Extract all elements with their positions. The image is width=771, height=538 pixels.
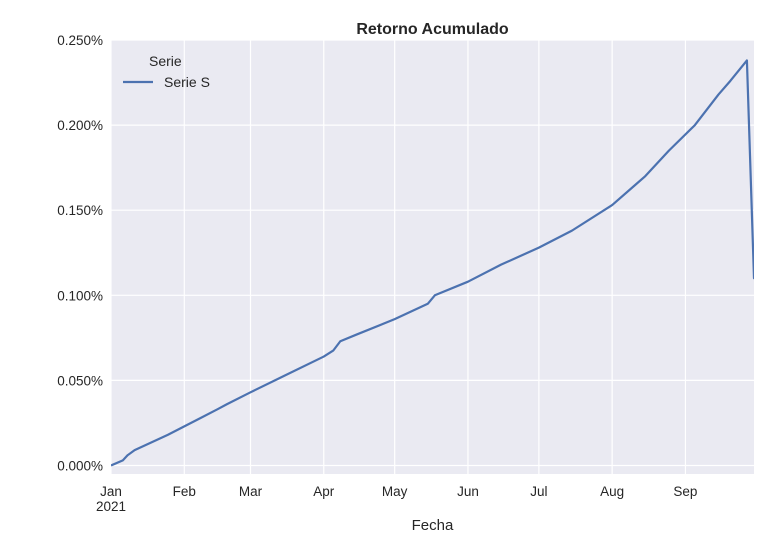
- plot-area: [111, 40, 754, 474]
- legend-label-serie-s: Serie S: [164, 74, 210, 90]
- legend-title: Serie: [149, 53, 182, 69]
- x-tick-label: Sep: [673, 484, 697, 499]
- x-tick-label: Apr: [313, 484, 335, 499]
- x-tick-label: Jun: [457, 484, 479, 499]
- y-tick-label: 0.150%: [57, 203, 103, 218]
- grid: [110, 39, 754, 474]
- y-tick-label: 0.000%: [57, 458, 103, 473]
- y-axis: 0.000% 0.050% 0.100% 0.150% 0.200% 0.250%: [57, 33, 103, 473]
- x-tick-label: Aug: [600, 484, 624, 499]
- series-layer: [111, 59, 754, 467]
- y-tick-label: 0.200%: [57, 118, 103, 133]
- legend: Serie Serie S: [123, 53, 210, 90]
- x-tick-label: Jul: [530, 484, 547, 499]
- x-tick-label: Mar: [239, 484, 263, 499]
- series-line-serie-s: [111, 59, 754, 467]
- x-axis-label: Fecha: [412, 517, 454, 533]
- y-tick-label: 0.050%: [57, 373, 103, 388]
- x-tick-label: Feb: [173, 484, 196, 499]
- x-tick-label: Jan 2021: [96, 484, 126, 514]
- x-tick-label: May: [382, 484, 408, 499]
- chart-title: Retorno Acumulado: [356, 21, 509, 38]
- x-axis: Jan 2021 Feb Mar Apr May Jun Jul Aug Sep: [96, 484, 697, 514]
- y-tick-label: 0.100%: [57, 288, 103, 303]
- y-tick-label: 0.250%: [57, 33, 103, 48]
